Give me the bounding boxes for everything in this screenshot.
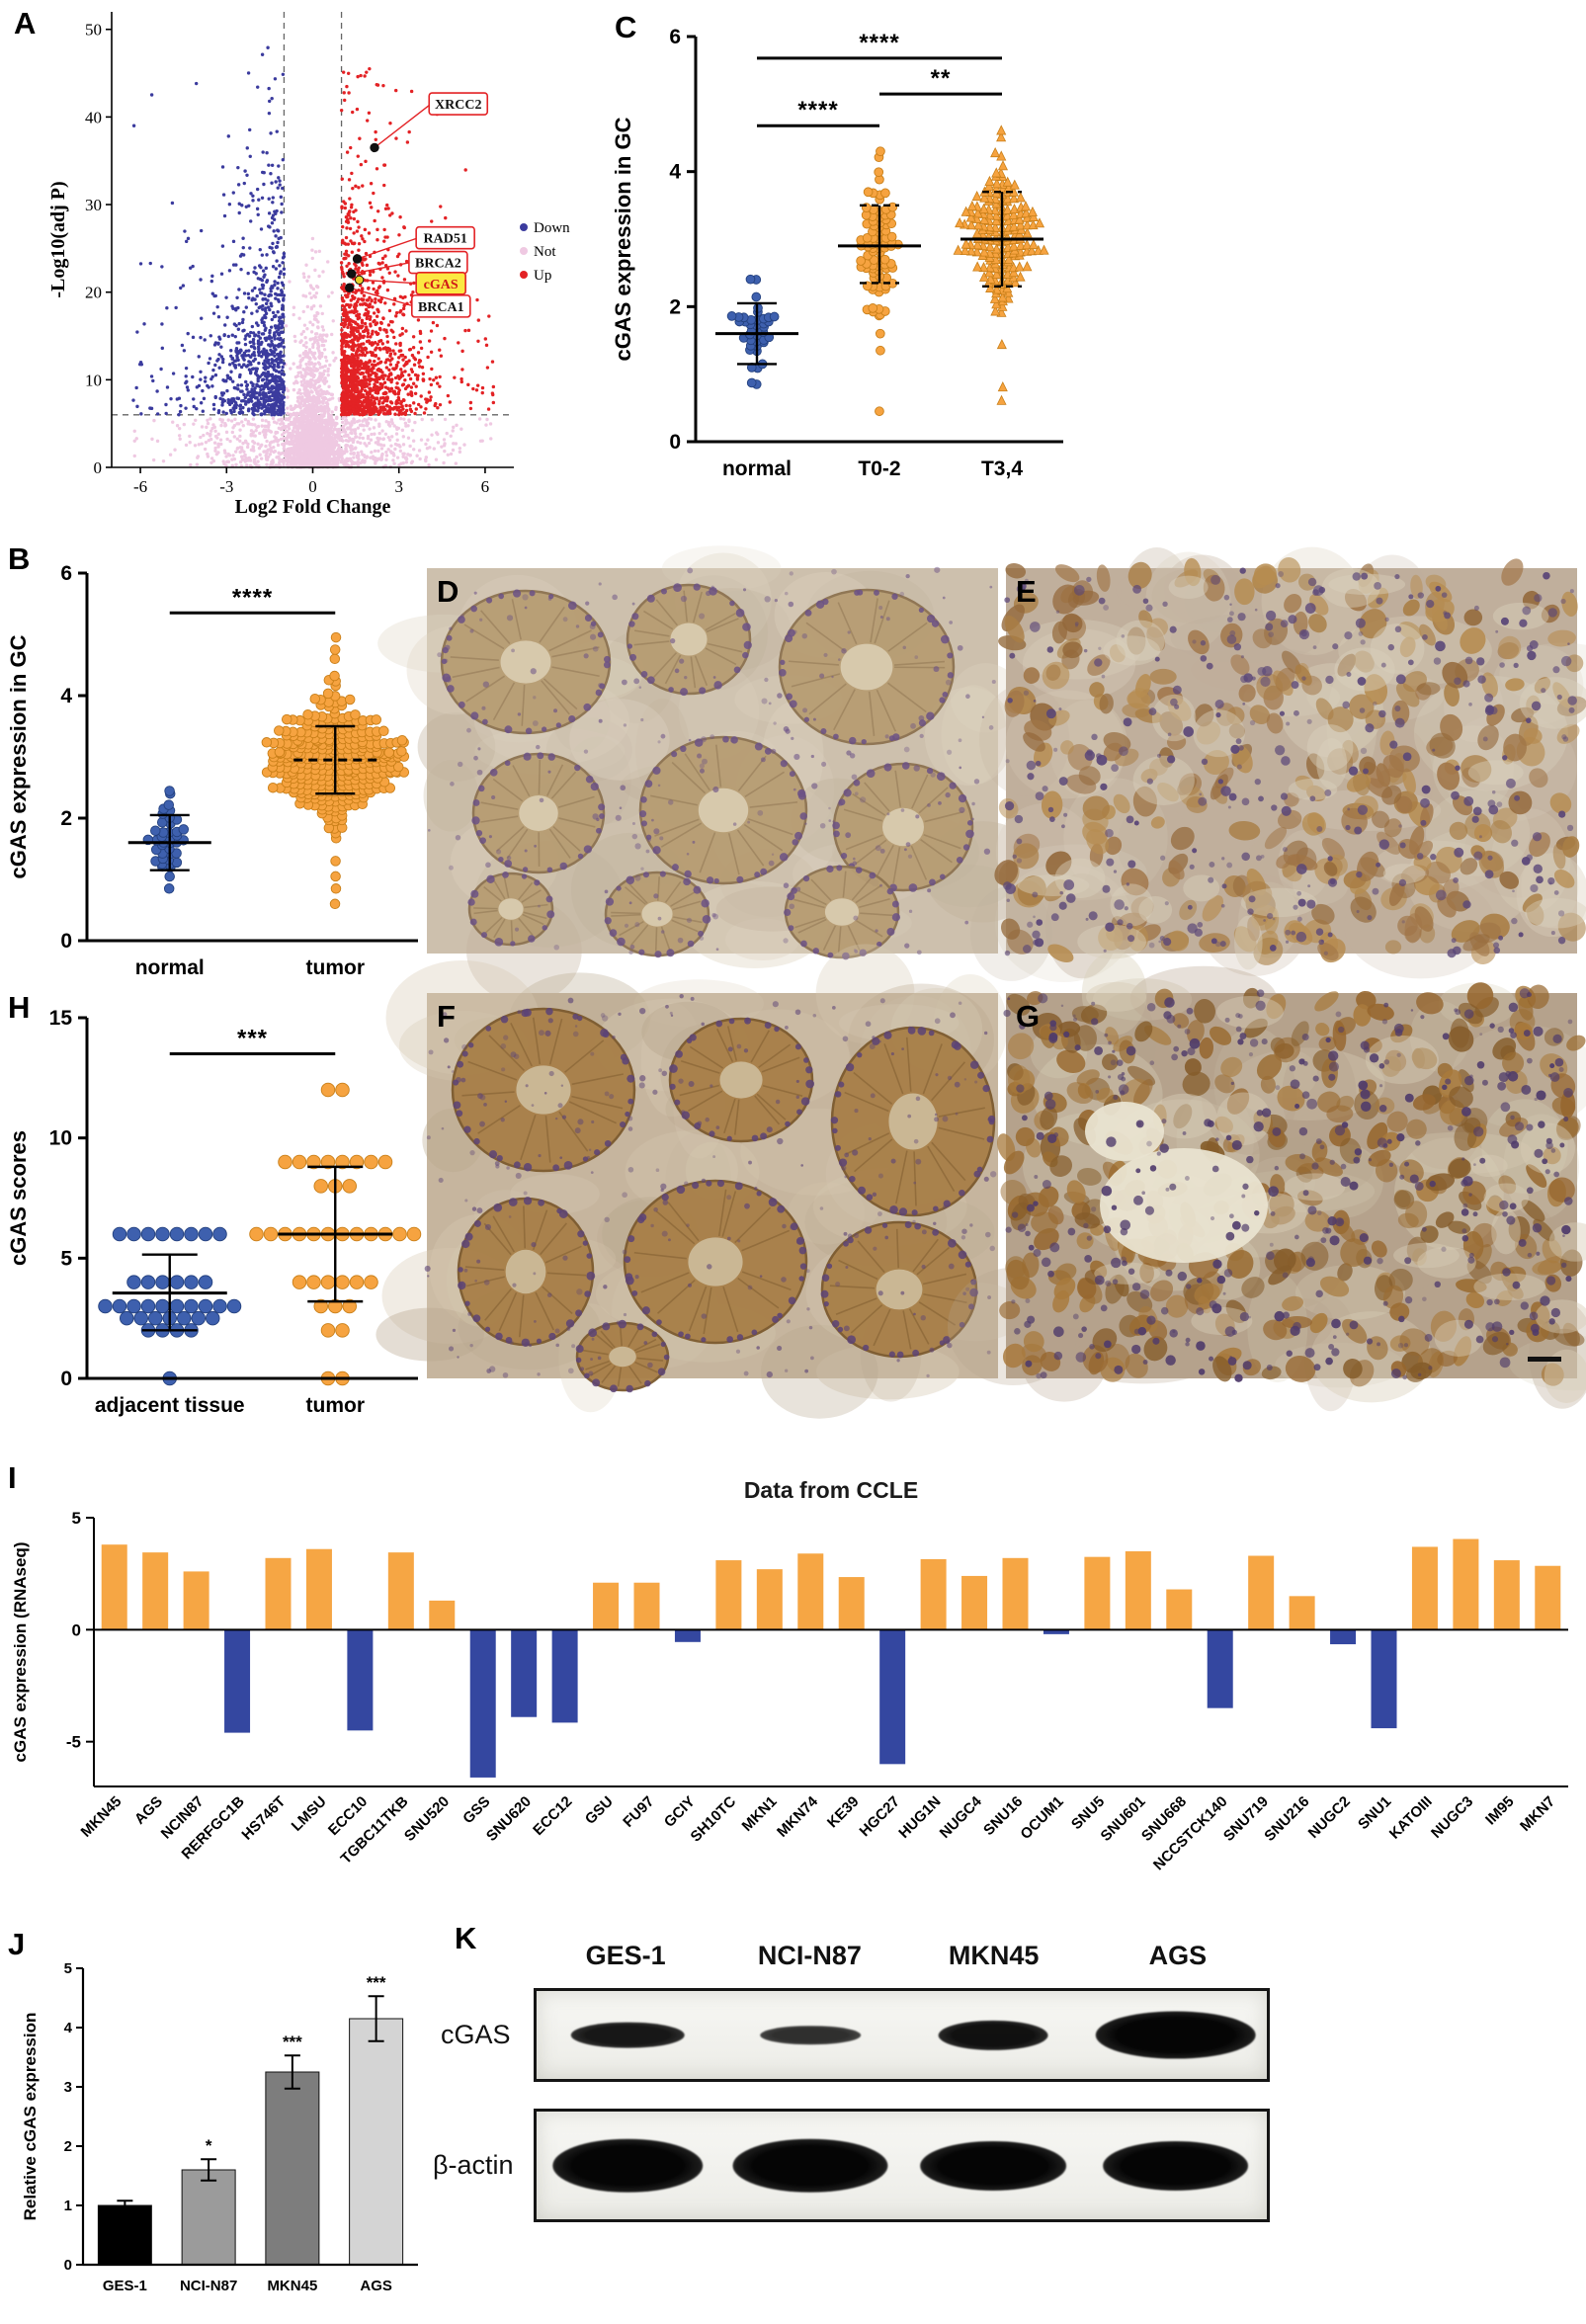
blot-band [732,2138,888,2193]
ihc-image-normal-weak [377,545,1043,1004]
blot-band [1095,2011,1256,2059]
panel-label-a: A [14,6,37,41]
blot-band [1102,2140,1249,2191]
panel-label-g: G [1016,999,1041,1034]
panel-label-e: E [1016,574,1037,609]
ihc-image-normal-strong [376,944,1028,1419]
blot-band [938,2020,1048,2050]
relative-expression-bar-chart: GES-1*NCI-N87***MKN45***AGS012345Relativ… [21,1960,418,2294]
panel-label-j: J [8,1927,26,1961]
blot-lane-header-ncin87: NCI-N87 [757,1941,862,1970]
blot-band [919,2140,1066,2191]
ihc-image-tumor-strong [947,951,1586,1412]
panel-label-c: C [615,10,637,44]
blot-row-label-cgas: cGAS [441,2020,511,2049]
panel-label-h: H [8,990,31,1025]
blot-lane-header-ges1: GES-1 [585,1941,666,1970]
blot-row-label-actin: β-actin [433,2150,514,2180]
blot-lane-header-ags: AGS [1148,1941,1208,1970]
western-blot-actin [534,2109,1270,2222]
blot-band [571,2022,685,2048]
ihc-image-tumor-weak [969,546,1586,982]
blot-lane-header-mkn45: MKN45 [948,1941,1040,1970]
panel-label-d: D [437,574,459,609]
blot-band [552,2138,704,2193]
panel-label-i: I [8,1460,17,1495]
western-blot-cgas [534,1988,1270,2082]
blot-band [760,2025,861,2045]
panel-label-k: K [455,1921,477,1955]
blot-lane-headers: GES-1 NCI-N87 MKN45 AGS [534,1941,1270,1971]
panel-label-b: B [8,541,31,576]
panel-label-f: F [437,999,456,1034]
